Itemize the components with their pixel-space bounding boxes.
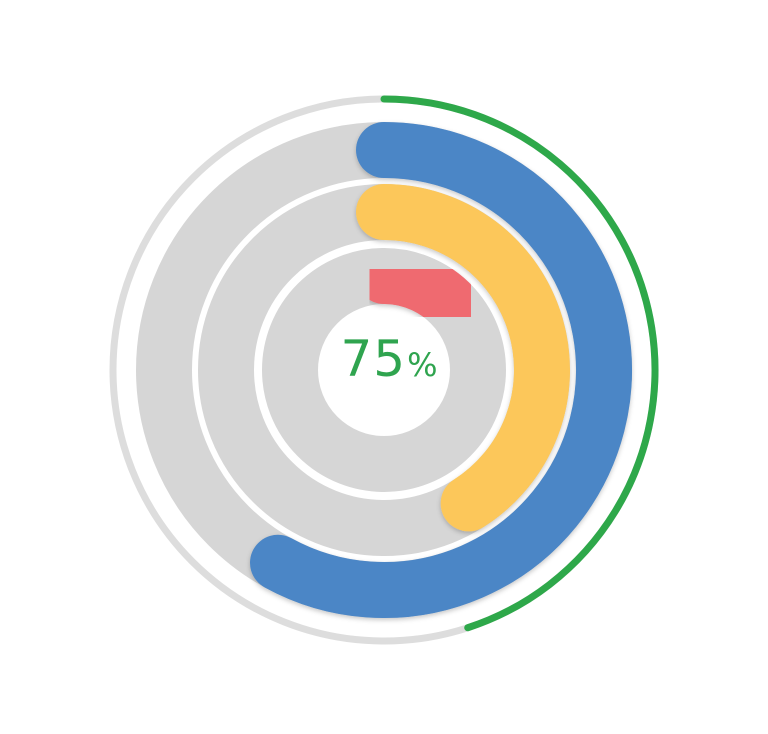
outer-ring-progress	[380, 95, 659, 632]
ring-progress-1	[250, 122, 632, 618]
ring-progress-3	[356, 248, 485, 339]
ring-progress-2	[356, 184, 570, 532]
